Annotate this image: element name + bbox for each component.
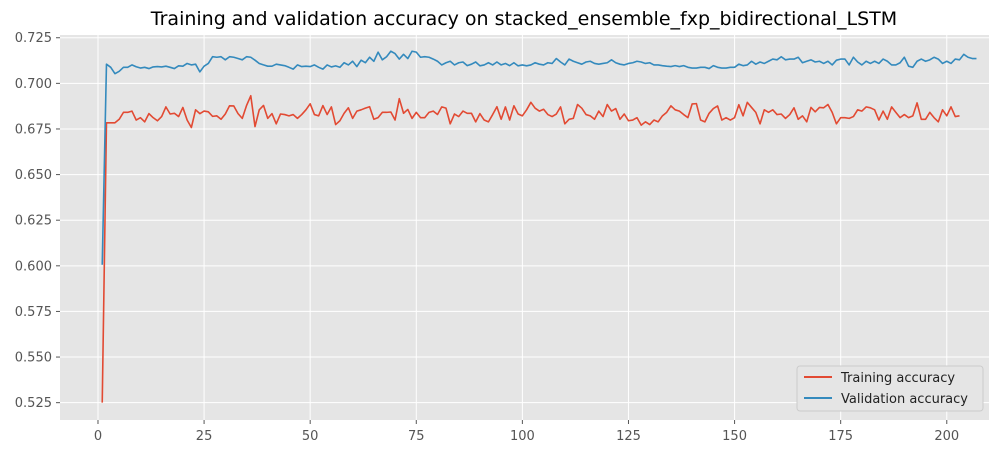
- y-tick-label: 0.575: [15, 305, 52, 320]
- y-tick-label: 0.650: [15, 168, 52, 183]
- grid-lines: [60, 35, 989, 420]
- legend: Training accuracy Validation accuracy: [796, 365, 984, 412]
- x-tick-labels: 0 25 50 75 100 125 150 175 200: [94, 420, 959, 444]
- x-tick-label: 75: [408, 429, 425, 444]
- x-tick-label: 150: [722, 429, 747, 444]
- validation-accuracy-line: [101, 50, 977, 265]
- x-tick-label: 125: [616, 429, 641, 444]
- y-tick-label: 0.525: [15, 396, 52, 411]
- chart-title: Training and validation accuracy on stac…: [150, 8, 897, 30]
- x-tick-label: 100: [510, 429, 535, 444]
- x-tick-label: 25: [196, 429, 213, 444]
- x-tick-label: 0: [94, 429, 102, 444]
- x-tick-label: 175: [828, 429, 853, 444]
- y-tick-label: 0.725: [15, 31, 52, 46]
- y-tick-label: 0.550: [15, 351, 52, 366]
- y-tick-label: 0.600: [15, 259, 52, 274]
- x-tick-label: 200: [934, 429, 959, 444]
- y-tick-labels: 0.525 0.550 0.575 0.600 0.625 0.650 0.675 0.700…: [15, 31, 60, 411]
- series-lines: [101, 50, 977, 403]
- legend-box: [796, 365, 984, 412]
- plot-area: [60, 35, 989, 420]
- y-tick-label: 0.675: [15, 122, 52, 137]
- y-tick-label: 0.625: [15, 214, 52, 229]
- y-tick-label: 0.700: [15, 77, 52, 92]
- training-accuracy-line: [101, 94, 960, 403]
- x-tick-label: 50: [302, 429, 319, 444]
- legend-label-training: Training accuracy: [840, 371, 955, 386]
- legend-label-validation: Validation accuracy: [841, 392, 968, 407]
